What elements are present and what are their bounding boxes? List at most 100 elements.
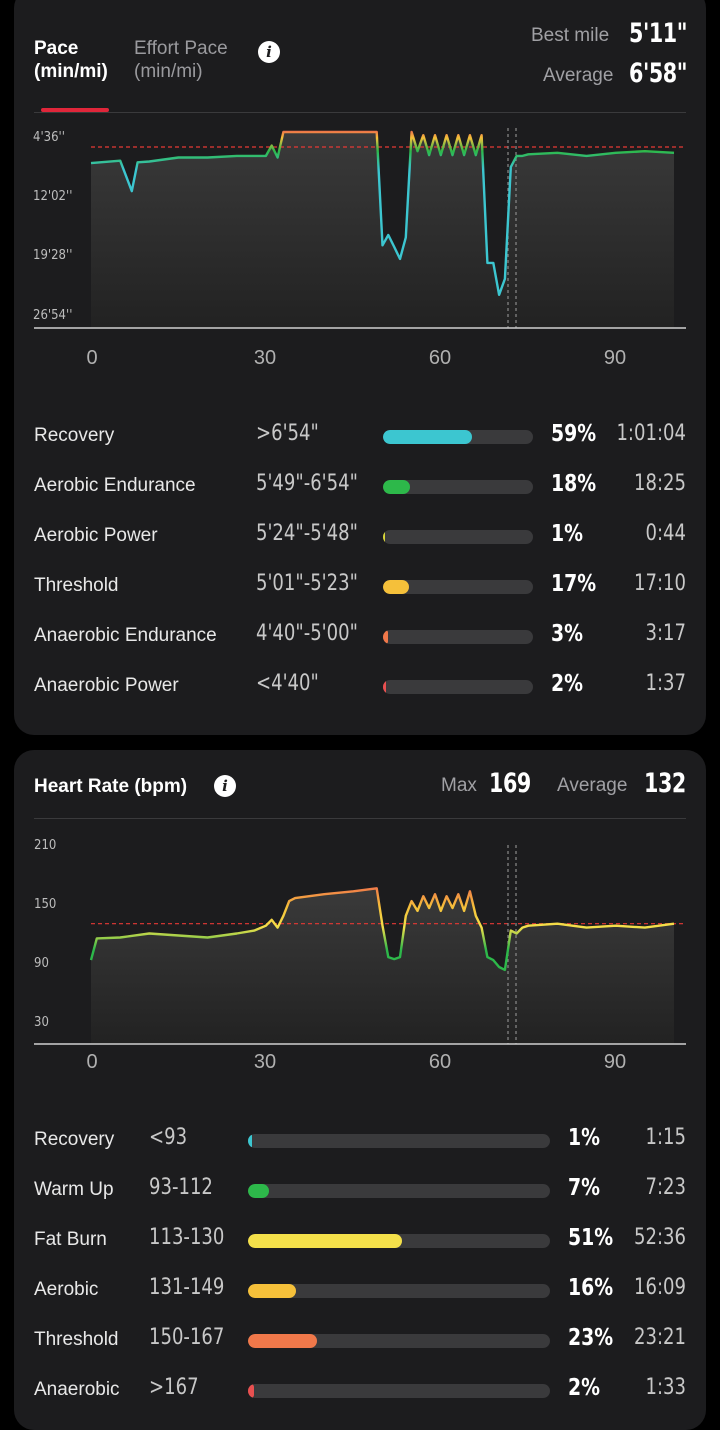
pace-xtick: 60 [428, 347, 452, 369]
hr-ytick: 210 [34, 838, 57, 853]
zone-range: >6'54" [256, 421, 319, 446]
zone-bar-fill [248, 1184, 270, 1198]
average-pace-value: 6'58" [629, 58, 688, 89]
average-hr-label: Average [557, 775, 628, 796]
zone-percent: 18% [551, 471, 597, 497]
zone-percent: 17% [551, 571, 597, 597]
hr-xtick: 60 [428, 1051, 452, 1073]
pace-tab-label: Pace [34, 38, 79, 59]
zone-time: 0:44 [645, 521, 686, 546]
zone-name: Threshold [34, 1329, 119, 1350]
zone-name: Warm Up [34, 1179, 114, 1200]
effort-pace-tab[interactable]: Effort Pace (min/mi) [134, 37, 228, 83]
zone-percent: 59% [551, 421, 597, 447]
zone-percent: 1% [568, 1125, 601, 1151]
pace-ytick: 26'54'' [33, 308, 73, 323]
zone-bar-track [248, 1284, 550, 1298]
zone-time: 17:10 [634, 571, 686, 596]
zone-range: 131-149 [149, 1275, 225, 1300]
zone-bar-fill [383, 530, 385, 544]
zone-time: 3:17 [645, 621, 686, 646]
header-divider [34, 112, 686, 113]
effort-pace-tab-label: Effort Pace [134, 38, 228, 59]
zone-range: 4'40"-5'00" [256, 621, 358, 646]
zone-bar-fill [248, 1134, 252, 1148]
pace-tab[interactable]: Pace (min/mi) [34, 37, 108, 83]
zone-time: 7:23 [645, 1175, 686, 1200]
zone-range: 113-130 [149, 1225, 225, 1250]
zone-percent: 2% [551, 671, 584, 697]
pace-xtick: 0 [86, 347, 98, 369]
zone-bar-fill [383, 680, 386, 694]
zone-bar-fill [383, 630, 388, 644]
zone-bar-fill [248, 1384, 255, 1398]
zone-range: 5'24"-5'48" [256, 521, 358, 546]
pace-xtick: 30 [253, 347, 277, 369]
zone-bar-track [383, 680, 533, 694]
zone-percent: 3% [551, 621, 584, 647]
zone-percent: 2% [568, 1375, 601, 1401]
zone-range: <93 [149, 1125, 188, 1150]
pace-ytick: 19'28'' [33, 248, 73, 263]
zone-bar-fill [248, 1284, 297, 1298]
zone-name: Recovery [34, 1129, 115, 1150]
hr-ytick: 90 [34, 956, 49, 971]
heart-rate-plot-area [89, 845, 686, 1044]
zone-name: Aerobic Endurance [34, 475, 196, 496]
zone-bar-track [248, 1334, 550, 1348]
zone-time: 18:25 [634, 471, 686, 496]
zone-name: Fat Burn [34, 1229, 107, 1250]
hr-xtick: 30 [253, 1051, 277, 1073]
info-icon[interactable]: i [214, 775, 236, 797]
chart-area [91, 132, 674, 328]
pace-card: Pace (min/mi) Effort Pace (min/mi) i Bes… [14, 0, 706, 735]
zone-range: <4'40" [256, 671, 319, 696]
zone-bar-fill [248, 1334, 318, 1348]
max-hr-label: Max [441, 775, 477, 796]
hr-ytick: 150 [34, 897, 57, 912]
pace-ytick: 12'02'' [33, 189, 73, 204]
pace-xtick: 90 [603, 347, 627, 369]
zone-range: >167 [149, 1375, 199, 1400]
zone-bar-track [383, 480, 533, 494]
zone-range: 93-112 [149, 1175, 213, 1200]
header-divider [34, 818, 686, 819]
zone-bar-track [248, 1134, 550, 1148]
zone-bar-track [248, 1184, 550, 1198]
zone-percent: 51% [568, 1225, 614, 1251]
zone-bar-fill [383, 430, 472, 444]
zone-range: 5'01"-5'23" [256, 571, 358, 596]
active-tab-indicator [41, 108, 109, 112]
zone-percent: 7% [568, 1175, 601, 1201]
hr-ytick: 30 [34, 1015, 49, 1030]
zone-time: 1:37 [645, 671, 686, 696]
zone-bar-track [383, 430, 533, 444]
zone-bar-fill [383, 580, 409, 594]
zone-time: 1:33 [645, 1375, 686, 1400]
zone-bar-fill [383, 480, 410, 494]
info-icon[interactable]: i [258, 41, 280, 63]
pace-chart [34, 128, 686, 329]
zone-time: 1:15 [645, 1125, 686, 1150]
zone-bar-track [383, 530, 533, 544]
chart-line [90, 130, 675, 296]
zone-time: 52:36 [634, 1225, 686, 1250]
zone-time: 23:21 [634, 1325, 686, 1350]
max-hr-value: 169 [489, 768, 531, 799]
average-hr-value: 132 [644, 768, 686, 799]
zone-name: Threshold [34, 575, 119, 596]
heart-rate-chart [34, 845, 686, 1045]
zone-name: Aerobic Power [34, 525, 158, 546]
zone-name: Anaerobic Power [34, 675, 179, 696]
zone-bar-track [383, 580, 533, 594]
pace-tab-unit: (min/mi) [34, 61, 108, 82]
hr-xtick: 0 [86, 1051, 98, 1073]
best-mile-value: 5'11" [629, 18, 688, 49]
heart-rate-title: Heart Rate (bpm) [34, 776, 188, 797]
hr-xtick: 90 [603, 1051, 627, 1073]
average-pace-label: Average [543, 65, 614, 86]
zone-bar-fill [248, 1234, 403, 1248]
zone-name: Anaerobic Endurance [34, 625, 217, 646]
zone-range: 5'49"-6'54" [256, 471, 358, 496]
effort-pace-tab-unit: (min/mi) [134, 61, 203, 82]
